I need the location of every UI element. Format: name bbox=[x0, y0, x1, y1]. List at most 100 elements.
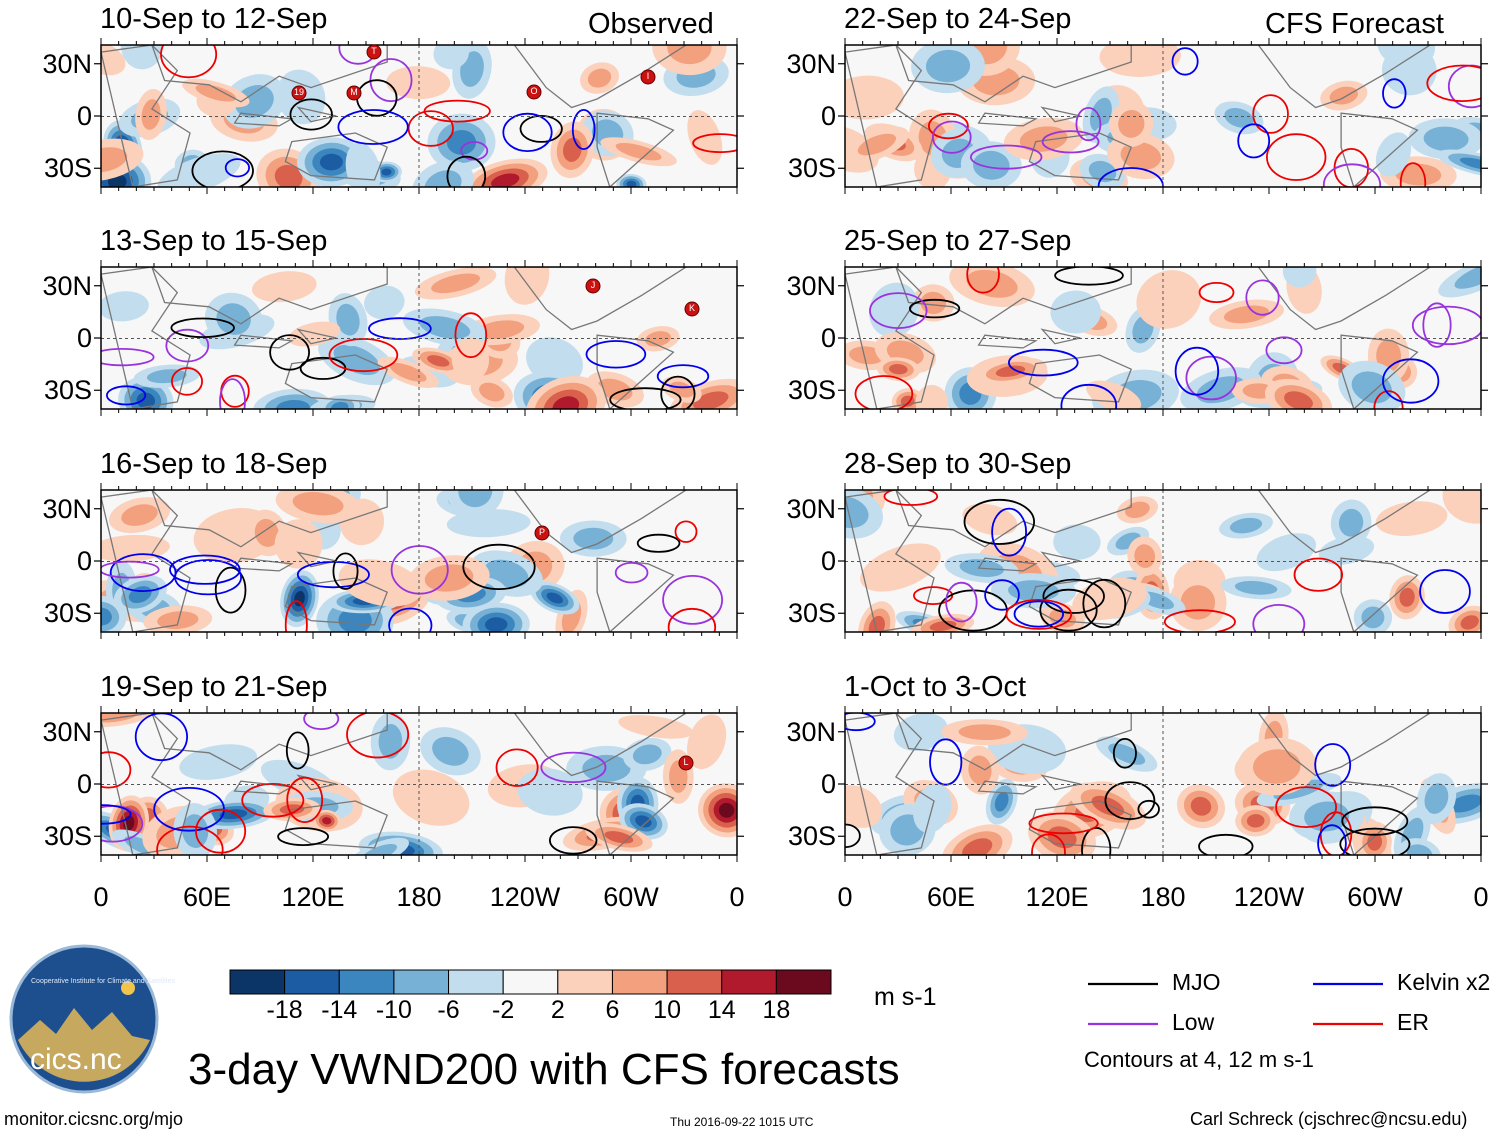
lon-label-right-4: 120W bbox=[1233, 882, 1305, 912]
lat-label-right-2-1: 0 bbox=[820, 323, 836, 353]
legend-label: Low bbox=[1172, 1009, 1215, 1035]
map-panel-left-3 bbox=[94, 483, 744, 639]
lon-label-right-2: 120E bbox=[1025, 882, 1089, 912]
logo-text: cics.nc bbox=[30, 1043, 122, 1076]
map-panel-left-1 bbox=[94, 38, 744, 194]
lon-label-left-5: 60W bbox=[603, 882, 659, 912]
lat-label-left-1-2: 30S bbox=[43, 153, 92, 183]
storm-marker bbox=[291, 85, 307, 101]
storm-marker-label: M bbox=[350, 87, 358, 97]
panel-title-left-3: 16-Sep to 18-Sep bbox=[100, 448, 328, 480]
colorbar-swatch bbox=[775, 969, 832, 995]
storm-marker bbox=[684, 301, 700, 317]
colorbar-tick-label: -18 bbox=[266, 996, 303, 1024]
panel-title-left-4: 19-Sep to 21-Sep bbox=[100, 671, 328, 703]
lat-label-left-4-1: 0 bbox=[76, 769, 92, 799]
panel-title-left-2: 13-Sep to 15-Sep bbox=[100, 225, 328, 257]
map-panel-right-2 bbox=[838, 260, 1488, 416]
lat-label-left-4-0: 30N bbox=[42, 717, 92, 747]
legend-label: ER bbox=[1397, 1009, 1429, 1035]
storm-marker-label: J bbox=[590, 280, 596, 290]
colorbar-swatch bbox=[284, 969, 340, 995]
lat-label-right-1-1: 0 bbox=[820, 101, 836, 131]
lat-label-left-2-2: 30S bbox=[43, 375, 92, 405]
lon-label-left-4: 120W bbox=[489, 882, 561, 912]
map-panel-right-4 bbox=[838, 706, 1488, 862]
lat-label-right-3-1: 0 bbox=[820, 546, 836, 576]
lon-label-left-2: 120E bbox=[281, 882, 345, 912]
colorbar-swatch bbox=[393, 969, 450, 995]
footer-timestamp: Thu 2016-09-22 1015 UTC bbox=[670, 1115, 814, 1129]
footer-author: Carl Schreck (cjschrec@ncsu.edu) bbox=[1190, 1109, 1468, 1129]
lat-label-left-1-1: 0 bbox=[76, 101, 92, 131]
lat-label-left-2-0: 30N bbox=[42, 271, 92, 301]
lat-label-left-2-1: 0 bbox=[76, 323, 92, 353]
storm-marker bbox=[346, 85, 362, 101]
cfs-forecast-label: CFS Forecast bbox=[1265, 8, 1444, 40]
panel-title-right-2: 25-Sep to 27-Sep bbox=[844, 225, 1072, 257]
colorbar-swatch bbox=[448, 969, 504, 995]
lat-label-right-4-2: 30S bbox=[787, 821, 836, 851]
lon-label-left-3: 180 bbox=[396, 882, 442, 912]
storm-marker-label: T bbox=[371, 46, 377, 56]
colorbar-swatch bbox=[721, 969, 777, 995]
cics-logo bbox=[9, 944, 159, 1094]
panel-title-right-3: 28-Sep to 30-Sep bbox=[844, 448, 1072, 480]
lat-label-left-3-1: 0 bbox=[76, 546, 92, 576]
lat-label-left-3-2: 30S bbox=[43, 598, 92, 628]
colorbar-swatch bbox=[557, 969, 613, 995]
lon-label-right-0: 0 bbox=[837, 882, 853, 912]
lat-label-left-4-2: 30S bbox=[43, 821, 92, 851]
colorbar-tick-label: -14 bbox=[321, 996, 358, 1024]
panel-title-right-4: 1-Oct to 3-Oct bbox=[844, 671, 1027, 703]
colorbar-tick-label: -6 bbox=[437, 996, 460, 1024]
legend-label: MJO bbox=[1172, 969, 1221, 995]
contour-note: Contours at 4, 12 m s-1 bbox=[1084, 1047, 1314, 1072]
lat-label-right-4-1: 0 bbox=[820, 769, 836, 799]
colorbar-tick-label: -2 bbox=[492, 996, 515, 1024]
lat-label-right-2-2: 30S bbox=[787, 375, 836, 405]
colorbar-tick-label: 10 bbox=[653, 996, 681, 1024]
lat-label-right-3-0: 30N bbox=[786, 494, 836, 524]
footer-url: monitor.cicsnc.org/mjo bbox=[4, 1109, 184, 1129]
lon-label-right-5: 60W bbox=[1347, 882, 1403, 912]
lat-label-right-1-0: 30N bbox=[786, 49, 836, 79]
colorbar bbox=[229, 969, 832, 995]
lat-label-right-1-2: 30S bbox=[787, 153, 836, 183]
storm-marker-label: I bbox=[646, 71, 650, 81]
lat-label-left-1-0: 30N bbox=[42, 49, 92, 79]
main-title: 3-day VWND200 with CFS forecasts bbox=[188, 1045, 900, 1094]
storm-marker-label: P bbox=[538, 527, 545, 537]
storm-marker-label: K bbox=[688, 303, 695, 313]
colorbar-swatch bbox=[502, 969, 559, 995]
storm-marker bbox=[534, 525, 550, 541]
map-panel-left-4 bbox=[94, 706, 744, 862]
panel-title-right-1: 22-Sep to 24-Sep bbox=[844, 3, 1072, 35]
storm-marker bbox=[366, 44, 382, 60]
storm-marker bbox=[678, 755, 694, 771]
lon-label-left-1: 60E bbox=[182, 882, 232, 912]
lat-label-right-2-0: 30N bbox=[786, 271, 836, 301]
colorbar-tick-label: -10 bbox=[375, 996, 412, 1024]
storm-marker-label: L bbox=[683, 757, 689, 767]
storm-marker bbox=[526, 84, 542, 100]
lon-label-left-0: 0 bbox=[93, 882, 109, 912]
map-panel-right-1 bbox=[838, 38, 1488, 194]
storm-marker bbox=[640, 69, 656, 85]
colorbar-swatch bbox=[229, 969, 286, 995]
colorbar-tick-label: 2 bbox=[550, 996, 565, 1024]
lon-label-right-3: 180 bbox=[1140, 882, 1186, 912]
storm-marker-label: O bbox=[530, 86, 538, 96]
observed-label: Observed bbox=[588, 8, 714, 40]
storm-marker bbox=[585, 278, 601, 294]
lon-label-right-6: 0 bbox=[1473, 882, 1489, 912]
storm-marker-label: 19 bbox=[293, 87, 304, 97]
colorbar-tick-label: 6 bbox=[605, 996, 620, 1024]
lat-label-right-3-2: 30S bbox=[787, 598, 836, 628]
colorbar-tick-label: 14 bbox=[707, 996, 736, 1024]
units-label: m s-1 bbox=[874, 983, 937, 1011]
lon-label-right-1: 60E bbox=[926, 882, 976, 912]
lat-label-right-4-0: 30N bbox=[786, 717, 836, 747]
map-panel-right-3 bbox=[838, 483, 1488, 639]
